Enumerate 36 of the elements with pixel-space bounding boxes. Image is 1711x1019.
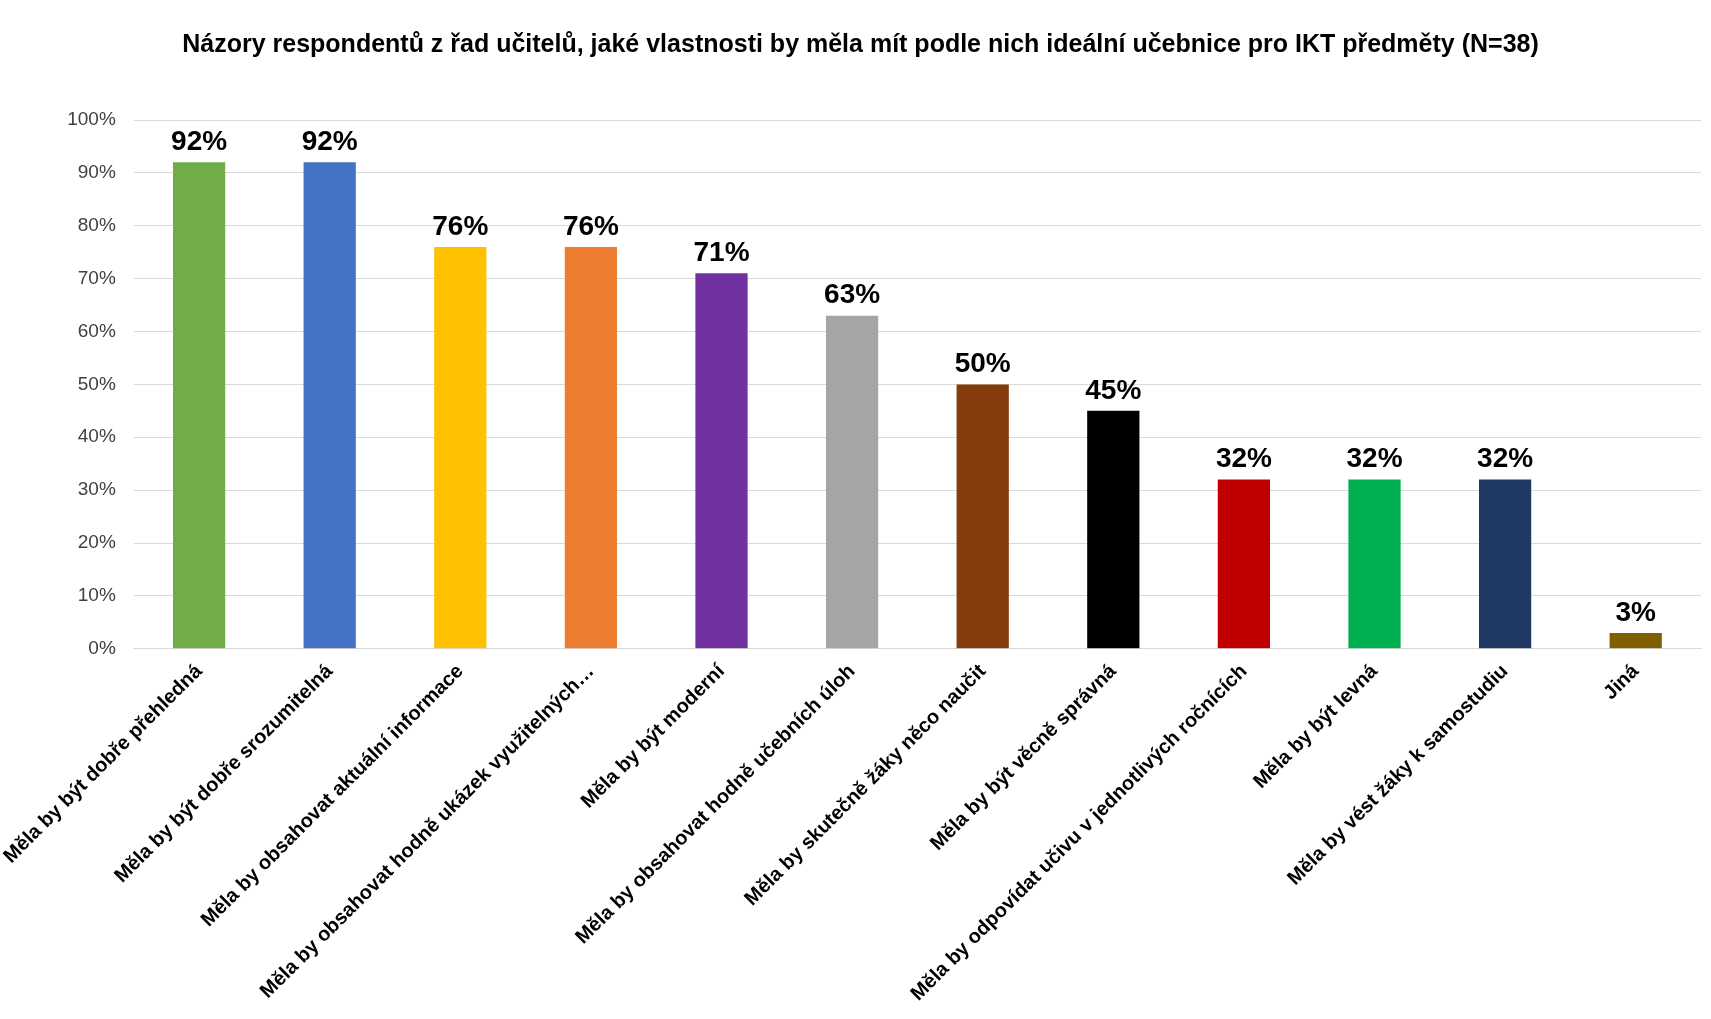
data-label: 32% [1477, 442, 1534, 474]
bar [1348, 479, 1401, 649]
y-tick-label: 20% [77, 531, 116, 553]
data-label: 76% [562, 209, 620, 241]
data-label: 3% [1615, 595, 1657, 627]
bar [564, 246, 618, 649]
bar [172, 162, 226, 649]
data-label: 71% [693, 236, 750, 268]
chart-title: Názory respondentů z řad učitelů, jaké vlastnosti by měla mít podle nich ideální učebnice pro IKT předměty (N=38) [182, 28, 1539, 57]
y-tick-label: 80% [77, 213, 116, 235]
y-tick-label: 0% [88, 637, 116, 658]
bar [1217, 479, 1271, 649]
y-tick-label: 90% [77, 161, 116, 183]
data-label: 32% [1215, 442, 1273, 474]
bar [303, 162, 356, 649]
bar [1609, 632, 1662, 649]
bar [825, 315, 879, 649]
y-tick-label: 100% [67, 108, 116, 130]
bar [1478, 479, 1532, 649]
y-tick-label: 40% [77, 425, 116, 447]
bar [434, 246, 487, 649]
data-label: 63% [824, 278, 881, 310]
data-label: 50% [954, 347, 1011, 379]
bar [1087, 410, 1140, 649]
y-tick-label: 50% [77, 372, 116, 394]
data-label: 92% [301, 125, 358, 157]
bar [695, 273, 748, 649]
data-label: 76% [432, 209, 489, 241]
y-tick-label: 10% [77, 584, 116, 606]
data-label: 45% [1085, 373, 1142, 405]
bar [956, 384, 1009, 649]
y-tick-label: 70% [77, 266, 116, 288]
y-tick-label: 60% [77, 319, 116, 341]
y-tick-label: 30% [77, 478, 116, 500]
data-label: 92% [171, 125, 228, 157]
data-label: 32% [1346, 442, 1403, 474]
